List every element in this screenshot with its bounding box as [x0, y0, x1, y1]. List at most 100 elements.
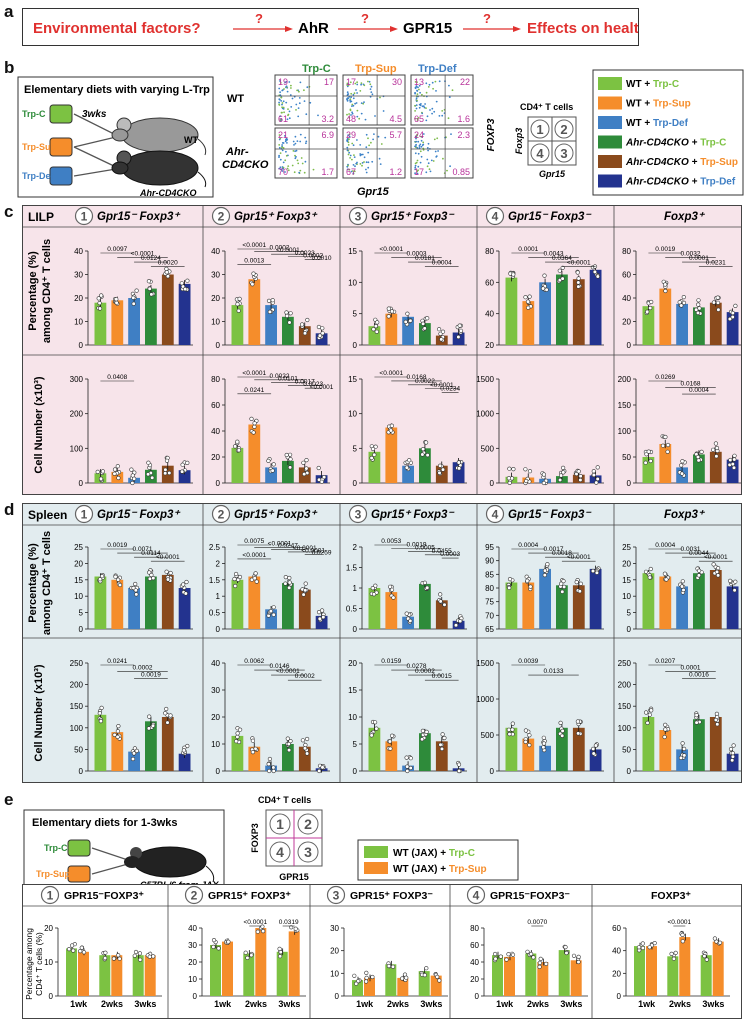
data-point: [250, 750, 255, 755]
svg-text:4: 4: [536, 146, 544, 161]
data-point: [243, 950, 248, 955]
y-tick-label: 60: [470, 941, 479, 950]
data-point: [662, 734, 667, 740]
p-value: 0.0016: [689, 671, 709, 678]
data-point: [730, 314, 735, 320]
data-point: [180, 462, 185, 467]
data-point: [285, 736, 290, 741]
data-point: [439, 337, 444, 342]
flow-event: [419, 150, 422, 153]
data-point: [643, 569, 649, 574]
y-tick-label: 500: [481, 731, 495, 740]
flow-event: [432, 87, 434, 90]
column-header: Gpr15⁻ Foxp3⁻: [508, 509, 592, 521]
e-diet-label-trpC: Trp-C: [44, 843, 68, 853]
data-point: [116, 953, 121, 958]
data-point: [681, 300, 687, 305]
data-point: [733, 579, 738, 584]
data-point: [440, 732, 445, 737]
data-point: [663, 722, 668, 727]
data-point: [511, 272, 516, 277]
flow-event: [418, 103, 421, 106]
bar: [128, 751, 140, 771]
y-tick-label: 60: [485, 278, 494, 287]
y-tick-label: 0: [353, 625, 358, 634]
data-point: [260, 924, 265, 929]
bar: [128, 298, 140, 345]
data-point: [438, 742, 443, 747]
data-point: [665, 442, 671, 448]
c-header-row: LILP 1 Gpr15⁻ Foxp3⁺ 2 Gpr15⁺ Foxp3⁺ 3 Gpr15⁺ …: [22, 205, 742, 495]
b-legend-text: WT + Trp-Sup: [626, 99, 691, 110]
data-point: [249, 416, 254, 421]
data-point: [524, 478, 529, 484]
data-point: [300, 322, 305, 327]
data-point: [559, 581, 564, 586]
data-point: [100, 469, 105, 474]
data-point: [730, 751, 735, 756]
data-point: [711, 562, 716, 567]
column-header: Foxp3⁺: [664, 509, 706, 521]
flow-event: [371, 93, 374, 96]
chart-d-pct-2: 00.511.522.50.0075 <0.00010.0247<0.0001<0…: [209, 538, 332, 634]
flow-event: [287, 114, 289, 117]
p-value: <0.0001: [430, 382, 454, 389]
data-point: [216, 946, 221, 951]
flow-event: [348, 151, 351, 154]
flow-event: [283, 111, 285, 114]
x-category-label: 3wks: [702, 999, 724, 1009]
flow-event: [370, 141, 372, 144]
data-point: [422, 972, 427, 978]
flow-event: [305, 140, 308, 143]
p-value: 0.0017: [544, 546, 564, 553]
bar: [539, 568, 551, 629]
data-point: [116, 475, 121, 481]
flow-event: [278, 138, 281, 141]
data-point: [179, 281, 184, 286]
data-point: [507, 585, 512, 590]
x-category-label: 1wk: [356, 999, 374, 1009]
data-point: [97, 577, 103, 582]
p-value: 0.0005: [415, 545, 435, 552]
data-point: [564, 950, 569, 956]
y-tick-label: 20: [485, 341, 494, 350]
flow-event: [281, 149, 284, 152]
flow-event: [431, 112, 433, 115]
p-value: 0.0001: [689, 255, 709, 262]
data-point: [578, 477, 583, 483]
y-tick-label: 100: [618, 724, 632, 733]
data-point: [97, 711, 102, 716]
flow-event: [281, 111, 283, 114]
p-value: 0.0003: [407, 251, 427, 258]
flow-event: [351, 142, 354, 145]
data-point: [185, 460, 190, 466]
p-value: 0.0097: [107, 246, 127, 253]
data-point: [715, 573, 721, 578]
y-tick-label: 2.5: [209, 543, 221, 552]
y-tick-label: 0: [216, 341, 221, 350]
panel-c-charts: LILP 1 Gpr15⁻ Foxp3⁺ 2 Gpr15⁺ Foxp3⁺ 3 Gpr15⁺ …: [22, 205, 742, 495]
flow-event: [285, 85, 288, 88]
flow-plot-frame: [410, 74, 474, 126]
bar: [210, 945, 221, 996]
data-point: [576, 731, 581, 736]
flow-event: [372, 138, 374, 141]
flow-quadrant-value: 21: [278, 130, 288, 140]
y-tick-label: 0: [79, 767, 84, 776]
data-point: [541, 480, 547, 486]
p-value: <0.0001: [243, 919, 267, 926]
diet-food-trpDef: [49, 166, 73, 186]
data-point: [164, 458, 170, 463]
flow-event: [278, 104, 281, 106]
data-point: [714, 454, 719, 459]
flow-event: [416, 93, 419, 95]
flow-y-label: FOXP3: [486, 118, 497, 151]
x-category-label: 1wk: [638, 999, 656, 1009]
flow-event: [353, 156, 356, 158]
data-point: [571, 953, 577, 958]
p-value: 0.0101: [278, 376, 298, 383]
bar: [178, 283, 191, 345]
